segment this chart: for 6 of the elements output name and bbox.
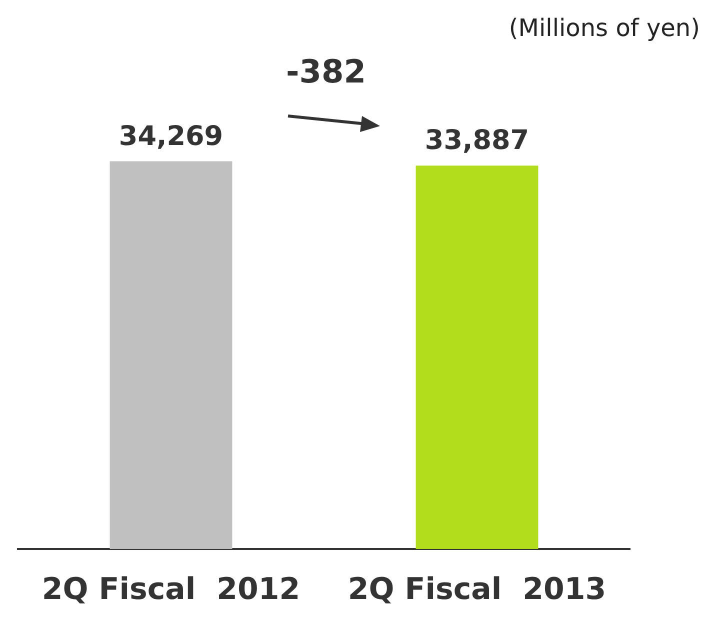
x-tick-label: 2Q Fiscal 2013	[348, 572, 606, 607]
x-tick-label: 2Q Fiscal 2012	[42, 572, 300, 607]
text: (Millions of yen)	[508, 14, 700, 42]
text: -382	[286, 52, 366, 90]
data-label: 33,887	[424, 125, 530, 156]
data-label: 34,269	[118, 120, 224, 152]
